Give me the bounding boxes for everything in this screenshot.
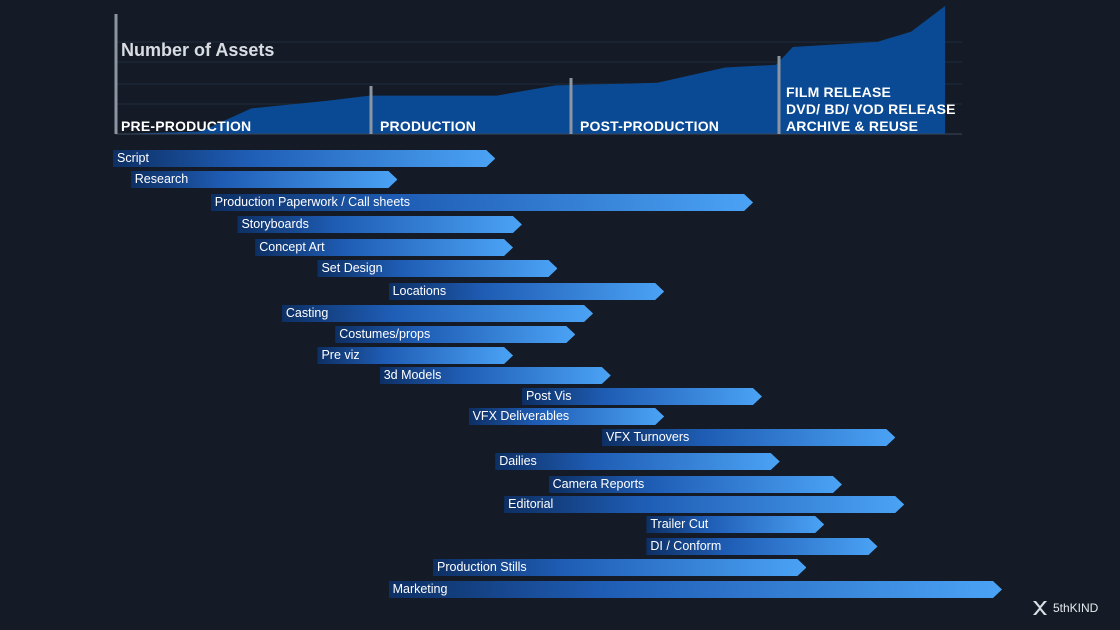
phase-label-release: FILM RELEASE DVD/ BD/ VOD RELEASE ARCHIVE … (786, 84, 956, 135)
task-bar: Editorial (504, 496, 904, 513)
task-bar-label: Costumes/props (339, 327, 431, 341)
task-bar-label: Storyboards (241, 217, 309, 231)
task-bar: Research (131, 171, 398, 188)
task-bar: Marketing (389, 581, 1002, 598)
assets-area (116, 6, 946, 134)
task-bar: Pre viz (317, 347, 513, 364)
task-bar: Storyboards (237, 216, 521, 233)
task-bar: Concept Art (255, 239, 513, 256)
chart-title: Number of Assets (121, 40, 275, 60)
phase-label-line: ARCHIVE & REUSE (786, 118, 919, 134)
assets-area-chart (114, 6, 962, 135)
task-bar: VFX Deliverables (469, 408, 665, 425)
task-bar: Camera Reports (549, 476, 842, 493)
phase-label: POST-PRODUCTION (580, 118, 720, 134)
task-bar: Dailies (495, 453, 779, 470)
task-bar: Locations (389, 283, 665, 300)
task-bar-label: Camera Reports (552, 477, 645, 491)
phase-label-line: FILM RELEASE (786, 84, 892, 100)
task-bar: Post Vis (522, 388, 762, 405)
task-bar-label: Locations (392, 284, 447, 298)
task-bar-label: Pre viz (321, 348, 360, 362)
brand-name: 5thKIND (1053, 601, 1099, 615)
task-bar: Script (113, 150, 495, 167)
task-bar-label: Marketing (392, 582, 448, 596)
task-bar-label: VFX Deliverables (472, 409, 570, 423)
task-bar: Casting (282, 305, 593, 322)
task-bar-label: Dailies (499, 454, 537, 468)
task-bar: VFX Turnovers (602, 429, 895, 446)
phase-label-line: DVD/ BD/ VOD RELEASE (786, 101, 956, 117)
task-bar-label: Research (134, 172, 189, 186)
task-bar-label: VFX Turnovers (605, 430, 690, 444)
task-bar: DI / Conform (646, 538, 877, 555)
task-bar: Costumes/props (335, 326, 575, 343)
task-bar: Trailer Cut (646, 516, 824, 533)
task-bar-label: Concept Art (259, 240, 325, 254)
task-bar-label: Editorial (508, 497, 554, 511)
task-bar: Production Paperwork / Call sheets (211, 194, 753, 211)
brand-logo: 5thKIND (1032, 600, 1098, 616)
task-bar-label: Trailer Cut (650, 517, 709, 531)
phase-label: PRODUCTION (380, 118, 477, 134)
task-bar-label: Script (117, 151, 149, 165)
task-bar-label: Set Design (321, 261, 383, 275)
5thkind-logo-icon (1033, 601, 1047, 615)
task-bar-label: Casting (285, 306, 329, 320)
task-bar-label: Post Vis (525, 389, 572, 403)
task-bar: 3d Models (380, 367, 611, 384)
phase-label: PRE-PRODUCTION (121, 118, 252, 134)
task-bar-label: 3d Models (383, 368, 442, 382)
task-bar-label: DI / Conform (650, 539, 722, 553)
task-bar: Set Design (317, 260, 557, 277)
task-bar-label: Production Paperwork / Call sheets (214, 195, 411, 209)
task-bar-label: Production Stills (437, 560, 527, 574)
task-bar: Production Stills (433, 559, 806, 576)
